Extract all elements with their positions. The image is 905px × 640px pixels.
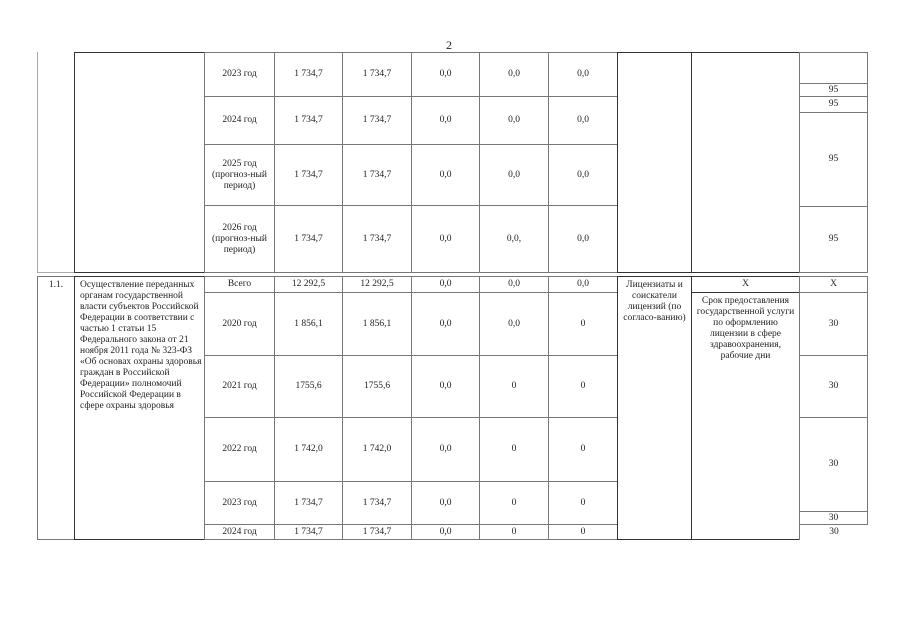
table-cell-c5: 0 xyxy=(548,417,618,482)
description-cell-empty xyxy=(74,52,205,273)
indicator-value-cell: 95 xyxy=(799,96,868,113)
table-cell-total: 1 734,7 xyxy=(274,52,343,97)
table-cell-c3: 0,0 xyxy=(411,144,480,206)
table-cell-c3: 0,0 xyxy=(411,276,480,293)
indicator-value-cell: 30 xyxy=(799,524,868,540)
table-cell-year: 2026 год (прогноз-ный период) xyxy=(204,205,275,273)
table-cell-regional: 1 734,7 xyxy=(342,481,412,525)
table-cell-regional: 1 734,7 xyxy=(342,205,412,273)
table-cell-year: 2021 год xyxy=(204,355,275,418)
table-cell-regional: 1 734,7 xyxy=(342,96,412,145)
section-number: 1.1. xyxy=(37,276,75,540)
table-cell-regional: 12 292,5 xyxy=(342,276,412,293)
table-cell-year: 2023 год xyxy=(204,481,275,525)
table-cell-c4: 0,0 xyxy=(479,292,549,356)
table-cell-c3: 0,0 xyxy=(411,96,480,145)
table-cell-c5: 0,0 xyxy=(548,96,618,145)
table-cell-year: 2024 год xyxy=(204,524,275,540)
table-cell-total: 1 734,7 xyxy=(274,524,343,540)
table-cell-total: 1 734,7 xyxy=(274,481,343,525)
table-cell-c4: 0 xyxy=(479,524,549,540)
table-cell-c3: 0,0 xyxy=(411,292,480,356)
table-cell-year: 2020 год xyxy=(204,292,275,356)
indicator-value-cell xyxy=(799,52,868,84)
indicator-value-cell: 30 xyxy=(799,417,868,512)
table-cell-year: 2023 год xyxy=(204,52,275,97)
table-cell-total: 12 292,5 xyxy=(274,276,343,293)
table-cell-c5: 0,0 xyxy=(548,52,618,97)
table-cell-regional: 1 856,1 xyxy=(342,292,412,356)
table-cell-total: 1 734,7 xyxy=(274,96,343,145)
participants-cell: Лицензиаты и соискатели лицензий (по сог… xyxy=(617,276,692,540)
indicator-value-cell: 30 xyxy=(799,511,868,525)
table-cell-year: 2024 год xyxy=(204,96,275,145)
indicator-value-cell: 30 xyxy=(799,292,868,356)
table-cell-total: 1755,6 xyxy=(274,355,343,418)
table-cell-c3: 0,0 xyxy=(411,481,480,525)
table-cell-total: 1 734,7 xyxy=(274,205,343,273)
indicator-value-cell: 95 xyxy=(799,112,868,207)
table-cell-c3: 0,0 xyxy=(411,417,480,482)
table-cell-c5: 0,0 xyxy=(548,205,618,273)
table-cell-c3: 0,0 xyxy=(411,52,480,97)
table-cell-c4: 0 xyxy=(479,481,549,525)
table-cell-c4: 0 xyxy=(479,355,549,418)
table-cell-c5: 0,0 xyxy=(548,144,618,206)
table-cell-year: 2022 год xyxy=(204,417,275,482)
table-cell-regional: 1755,6 xyxy=(342,355,412,418)
table-cell-regional: 1 742,0 xyxy=(342,417,412,482)
table-cell-c4: 0,0 xyxy=(479,276,549,293)
number-cell-empty xyxy=(37,52,75,273)
table-cell-regional: 1 734,7 xyxy=(342,52,412,97)
table-cell-c3: 0,0 xyxy=(411,355,480,418)
table-cell-c5: 0 xyxy=(548,292,618,356)
table-cell-total: 1 734,7 xyxy=(274,144,343,206)
table-cell-regional: 1 734,7 xyxy=(342,144,412,206)
table-cell-total: 1 742,0 xyxy=(274,417,343,482)
indicator-name-cell: Срок предоставления государственной услу… xyxy=(691,292,800,540)
indicator-total-cell: Х xyxy=(691,276,800,293)
indicator-value-cell: 30 xyxy=(799,355,868,418)
indicator-value-cell: 95 xyxy=(799,206,868,273)
indicator-value-cell: Х xyxy=(799,276,868,293)
table-cell-c3: 0,0 xyxy=(411,205,480,273)
table-cell-c5: 0 xyxy=(548,481,618,525)
table-cell-c5: 0 xyxy=(548,524,618,540)
page-number: 2 xyxy=(446,38,452,52)
participants-cell-empty xyxy=(617,52,692,273)
table-cell-c4: 0,0 xyxy=(479,144,549,206)
table-cell-c4: 0,0 xyxy=(479,52,549,97)
table-cell-year: 2025 год (прогноз-ный период) xyxy=(204,144,275,206)
indicator-value-cell: 95 xyxy=(799,83,868,97)
table-cell-c5: 0 xyxy=(548,355,618,418)
table-cell-c4: 0,0, xyxy=(479,205,549,273)
table-cell-regional: 1 734,7 xyxy=(342,524,412,540)
table-cell-c4: 0 xyxy=(479,417,549,482)
table-cell-total: 1 856,1 xyxy=(274,292,343,356)
table-cell-c3: 0,0 xyxy=(411,524,480,540)
table-cell-c5: 0,0 xyxy=(548,276,618,293)
table-cell-c4: 0,0 xyxy=(479,96,549,145)
section-description: Осуществление переданных органам государ… xyxy=(74,276,205,540)
indicator-name-cell-empty xyxy=(691,52,800,273)
table-cell-year: Всего xyxy=(204,276,275,293)
